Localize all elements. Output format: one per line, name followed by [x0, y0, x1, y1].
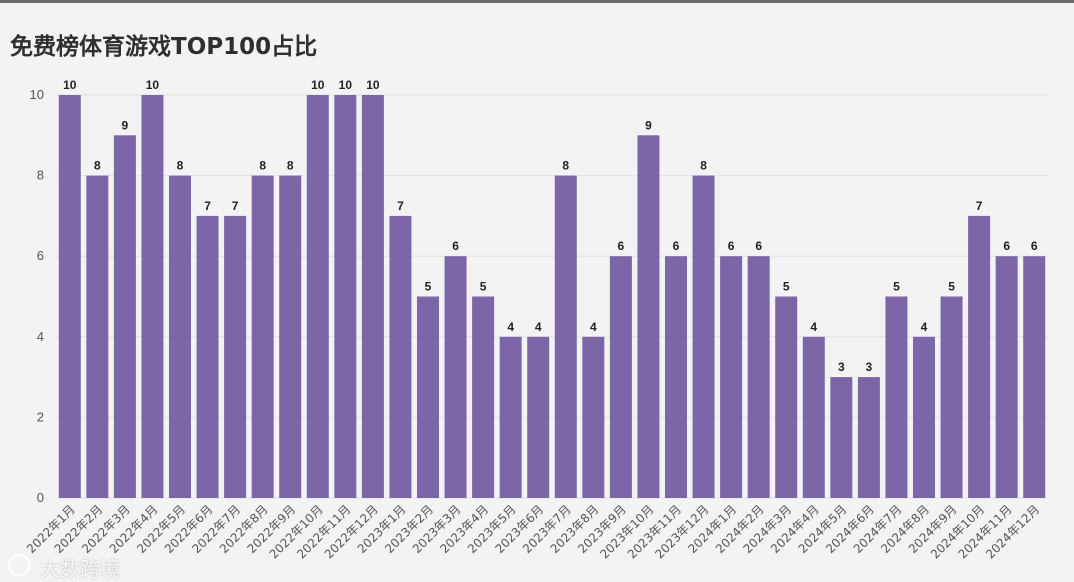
bar	[444, 256, 467, 498]
bar	[361, 95, 384, 498]
data-label: 3	[838, 360, 845, 374]
watermark-logo-icon	[8, 554, 30, 576]
top-border	[0, 0, 1074, 3]
data-label: 8	[259, 159, 266, 173]
data-label: 10	[63, 78, 77, 92]
data-label: 6	[1003, 239, 1010, 253]
bar	[665, 256, 687, 498]
bar	[334, 95, 357, 498]
data-label: 10	[339, 78, 353, 92]
bar	[86, 175, 109, 498]
data-label: 3	[866, 360, 873, 374]
data-label: 6	[728, 239, 735, 253]
data-label: 4	[507, 320, 514, 334]
data-label: 4	[921, 320, 928, 334]
data-label: 5	[425, 280, 432, 294]
data-label: 8	[700, 159, 707, 173]
bar	[885, 296, 908, 498]
data-label: 4	[535, 320, 542, 334]
y-tick-label: 0	[37, 490, 44, 505]
data-label: 10	[366, 78, 380, 92]
bar	[251, 175, 274, 498]
data-label: 9	[122, 118, 129, 132]
data-label: 4	[590, 320, 597, 334]
data-label: 5	[948, 280, 955, 294]
data-label: 4	[810, 320, 817, 334]
bar	[169, 175, 191, 498]
data-label: 7	[976, 199, 983, 213]
y-tick-label: 6	[37, 248, 44, 263]
watermark-text: 大数跨境	[40, 557, 120, 581]
bar	[802, 336, 825, 498]
bar	[389, 215, 412, 498]
data-label: 5	[480, 280, 487, 294]
chart-title: 免费榜体育游戏TOP100占比	[10, 34, 318, 60]
data-label: 5	[893, 280, 900, 294]
bar	[913, 336, 935, 498]
bar	[554, 175, 577, 498]
data-label: 8	[287, 159, 294, 173]
bar	[196, 215, 219, 498]
bar	[775, 296, 798, 498]
bar	[692, 175, 715, 498]
data-label: 8	[94, 159, 101, 173]
bar	[279, 175, 302, 498]
bar	[582, 336, 605, 498]
data-label: 7	[232, 199, 239, 213]
bar	[527, 336, 550, 498]
bar	[830, 377, 853, 498]
y-tick-label: 10	[30, 87, 44, 102]
bar	[472, 296, 495, 498]
bar	[306, 95, 329, 498]
data-label: 6	[618, 239, 625, 253]
bar	[499, 336, 522, 498]
data-label: 7	[397, 199, 404, 213]
data-label: 8	[562, 159, 569, 173]
data-label: 6	[1031, 239, 1038, 253]
bar	[141, 95, 164, 498]
bar	[720, 256, 743, 498]
data-label: 6	[755, 239, 762, 253]
bar	[747, 256, 770, 498]
bar	[968, 215, 991, 498]
y-tick-label: 8	[37, 168, 44, 183]
bar	[857, 377, 880, 498]
data-label: 10	[146, 78, 160, 92]
bar	[940, 296, 963, 498]
bar	[637, 135, 660, 499]
data-label: 7	[204, 199, 211, 213]
data-label: 10	[311, 78, 325, 92]
data-label: 6	[673, 239, 680, 253]
bar	[58, 95, 81, 498]
data-label: 8	[177, 159, 184, 173]
data-label: 9	[645, 118, 652, 132]
y-tick-label: 4	[37, 329, 44, 344]
data-label: 6	[452, 239, 459, 253]
bar	[224, 215, 247, 498]
bar	[113, 135, 136, 499]
bar	[609, 256, 632, 498]
bar	[1023, 256, 1046, 498]
bar	[995, 256, 1018, 498]
y-tick-label: 2	[37, 409, 44, 424]
data-label: 5	[783, 280, 790, 294]
bar	[417, 296, 439, 498]
